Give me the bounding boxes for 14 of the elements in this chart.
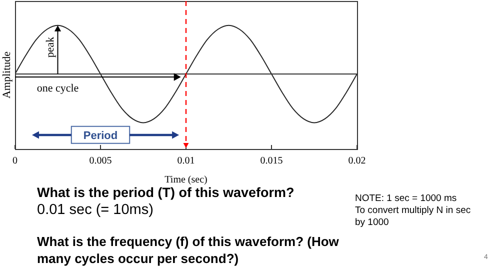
x-tick-label: 0.01: [177, 156, 195, 167]
x-tick-label: 0.015: [260, 156, 283, 167]
x-axis-title: Time (sec): [164, 174, 208, 186]
text: 0.01 sec (= 10ms): [37, 202, 154, 218]
x-tick-label: 0.005: [89, 156, 112, 167]
text: Period: [83, 130, 118, 142]
annotation: peak: [44, 36, 57, 58]
y-axis-title: Amplitude: [0, 51, 13, 99]
x-tick-label: 0: [12, 156, 18, 167]
annotation: one cycle: [36, 82, 79, 95]
x-tick-label: 0.02: [348, 156, 366, 167]
text: What is the frequency (f) of this waveform? (How many cycles occur per second?): [37, 233, 340, 267]
text: NOTE: 1 sec = 1000 ms To convert multiply N in sec by 1000: [355, 193, 471, 229]
text: What is the period (T) of this waveform?: [37, 185, 294, 200]
